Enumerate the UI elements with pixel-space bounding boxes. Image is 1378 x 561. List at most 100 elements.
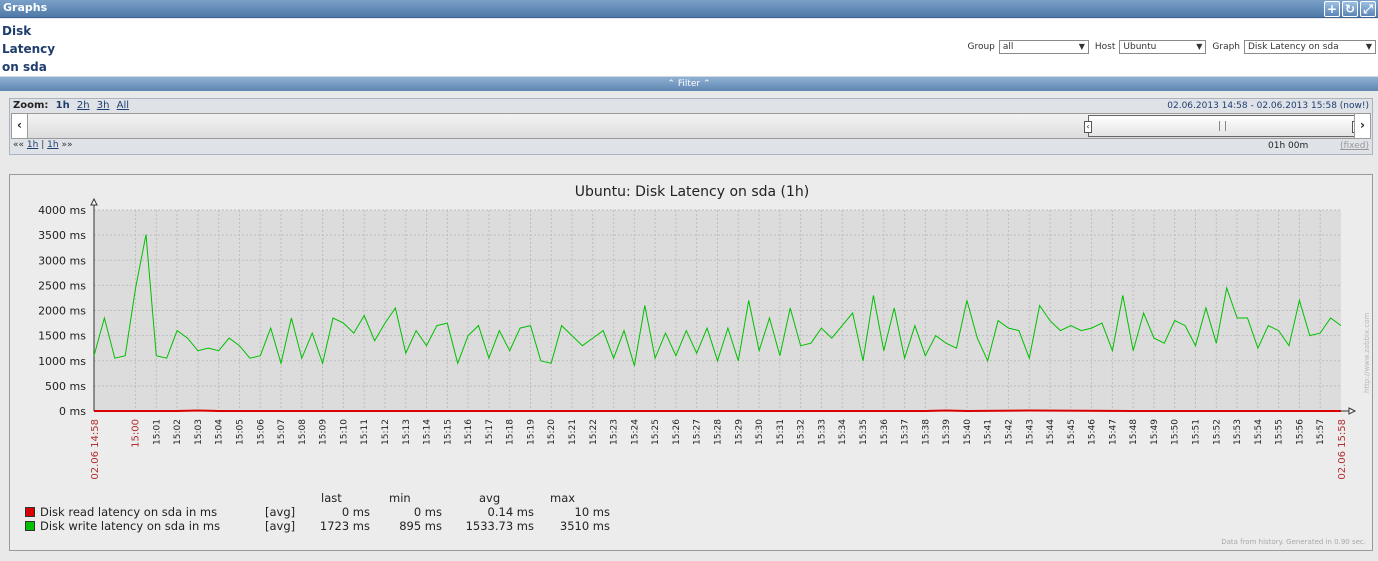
- chevron-left-icon[interactable]: ‹: [12, 114, 28, 138]
- y-tick-label: 2000 ms: [38, 305, 86, 318]
- x-tick-label: 15:04: [215, 419, 225, 445]
- legend-header-min: min: [389, 491, 411, 505]
- nav-back-all[interactable]: ««: [13, 140, 25, 150]
- x-tick-label: 15:43: [1025, 419, 1035, 445]
- x-tick-label: 15:03: [194, 419, 204, 445]
- x-tick-label: 15:54: [1254, 419, 1264, 445]
- y-tick-label: 2500 ms: [38, 279, 86, 292]
- x-tick-label: 15:24: [630, 419, 640, 445]
- nav-back-1h[interactable]: 1h: [26, 140, 39, 150]
- y-tick-label: 4000 ms: [38, 204, 86, 217]
- host-label: Host: [1094, 42, 1116, 52]
- x-tick-label: 15:30: [755, 419, 765, 445]
- x-tick-label: 15:01: [152, 419, 162, 445]
- period-range: 02.06.2013 14:58 - 02.06.2013 15:58 (now…: [1167, 101, 1369, 111]
- x-tick-label: 15:19: [526, 419, 536, 445]
- read-latency-line: [94, 409, 1341, 413]
- chevrons-up-icon: ⌃: [667, 79, 675, 89]
- write-latency-line: [93, 234, 1342, 366]
- x-axis-arrow: [1348, 407, 1357, 415]
- nav-forward-all[interactable]: »»: [61, 140, 73, 150]
- period-separator: -: [1250, 101, 1254, 111]
- group-select[interactable]: all ▼: [998, 40, 1089, 54]
- x-tick-label: 15:35: [859, 419, 869, 445]
- x-tick-label: 15:50: [1171, 419, 1181, 445]
- x-tick-label: 15:09: [319, 419, 329, 445]
- header-bar: Disk Latency on sda Group all ▼ Host Ubu…: [0, 19, 1378, 77]
- x-tick-label: 15:20: [547, 419, 557, 445]
- y-tick-label: 1500 ms: [38, 330, 86, 343]
- x-tick-label: 15:12: [381, 419, 391, 445]
- graph-name: Disk Latency on sda: [2, 24, 56, 74]
- host-select[interactable]: Ubuntu ▼: [1119, 40, 1207, 54]
- graph-select-value: Disk Latency on sda: [1248, 42, 1339, 52]
- chevron-down-icon: ▼: [1365, 42, 1372, 51]
- x-tick-label: 15:29: [734, 419, 744, 445]
- legend-max-write: 3510 ms: [559, 519, 610, 533]
- grip-icon: [1219, 121, 1226, 131]
- x-tick-label: 15:49: [1150, 419, 1160, 445]
- window-titlebar: Graphs + ↻ ⤢: [0, 0, 1378, 18]
- x-tick-label: 15:46: [1088, 419, 1098, 445]
- nav-separator: |: [41, 140, 45, 150]
- legend-swatch-write: [25, 521, 35, 531]
- period-navigation: «« 1h | 1h »»: [13, 140, 72, 150]
- chevron-down-icon: ▼: [1078, 42, 1085, 51]
- x-tick-label: 15:36: [880, 419, 890, 445]
- legend-max-read: 10 ms: [574, 505, 610, 519]
- group-select-value: all: [1002, 42, 1014, 52]
- chevrons-up-icon: ⌃: [703, 79, 711, 89]
- graph-select[interactable]: Disk Latency on sda ▼: [1244, 40, 1376, 54]
- graph-label: Graph: [1212, 42, 1240, 52]
- refresh-icon[interactable]: ↻: [1342, 1, 1358, 17]
- x-tick-label: 15:34: [838, 419, 848, 445]
- filter-selectors: Group all ▼ Host Ubuntu ▼ Graph Disk Lat…: [961, 40, 1376, 54]
- filter-toggle[interactable]: ⌃ Filter ⌃: [0, 77, 1378, 91]
- time-scrollbar[interactable]: ‹ ‹ › ›: [11, 113, 1371, 139]
- x-tick-label: 15:22: [589, 419, 599, 445]
- resize-left-handle[interactable]: ‹: [1084, 121, 1092, 133]
- legend-last-read: 0 ms: [341, 505, 370, 519]
- legend-header-last: last: [321, 491, 342, 505]
- x-tick-label: 15:57: [1316, 419, 1326, 445]
- scrollbar-thumb[interactable]: ‹ ›: [1084, 115, 1360, 137]
- period-to: 02.06.2013 15:58: [1256, 101, 1337, 111]
- x-tick-label: 15:40: [963, 419, 973, 445]
- x-tick-label: 15:16: [464, 419, 474, 445]
- add-to-favourites-icon[interactable]: +: [1324, 1, 1340, 17]
- x-tick-label: 15:28: [714, 419, 724, 445]
- legend-min-write: 895 ms: [399, 519, 442, 533]
- x-tick-label: 15:05: [235, 419, 245, 445]
- x-tick-label: 15:48: [1129, 419, 1139, 445]
- x-tick-label: 15:53: [1233, 419, 1243, 445]
- zoom-options: Zoom: 1h 2h 3h All: [13, 100, 129, 111]
- x-tick-label: 15:27: [693, 419, 703, 445]
- zoom-1h[interactable]: 1h: [55, 100, 70, 111]
- x-tick-label: 15:17: [485, 419, 495, 445]
- fixed-toggle[interactable]: (fixed): [1340, 141, 1369, 151]
- x-tick-label: 15:33: [817, 419, 827, 445]
- chevron-right-icon[interactable]: ›: [1354, 114, 1370, 138]
- zoom-label: Zoom:: [13, 100, 49, 111]
- x-start-label: 02.06 14:58: [90, 419, 101, 480]
- y-tick-label: 1000 ms: [38, 355, 86, 368]
- nav-forward-1h[interactable]: 1h: [47, 140, 59, 150]
- period-now: (now!): [1339, 101, 1369, 111]
- y-tick-label: 500 ms: [45, 380, 86, 393]
- x-tick-label: 15:56: [1295, 419, 1305, 445]
- latency-chart[interactable]: 0 ms 500 ms 1000 ms 1500 ms 2000 ms 2500 ms 30…: [10, 175, 1374, 552]
- legend-min-read: 0 ms: [413, 505, 442, 519]
- zoom-all[interactable]: All: [116, 100, 130, 111]
- x-tick-label: 15:45: [1067, 419, 1077, 445]
- zoom-2h[interactable]: 2h: [76, 100, 90, 111]
- graph-panel: 0 ms 500 ms 1000 ms 1500 ms 2000 ms 2500 ms 30…: [9, 174, 1373, 551]
- filter-label: Filter: [677, 79, 701, 89]
- zoom-3h[interactable]: 3h: [96, 100, 110, 111]
- y-tick-label: 0 ms: [59, 405, 86, 418]
- x-tick-label: 15:42: [1004, 419, 1014, 445]
- legend-header-max: max: [550, 491, 576, 505]
- chart-title: Ubuntu: Disk Latency on sda (1h): [574, 184, 810, 200]
- x-tick-label: 15:14: [423, 419, 433, 445]
- fullscreen-icon[interactable]: ⤢: [1360, 1, 1376, 17]
- legend-name-read: Disk read latency on sda in ms: [40, 505, 218, 519]
